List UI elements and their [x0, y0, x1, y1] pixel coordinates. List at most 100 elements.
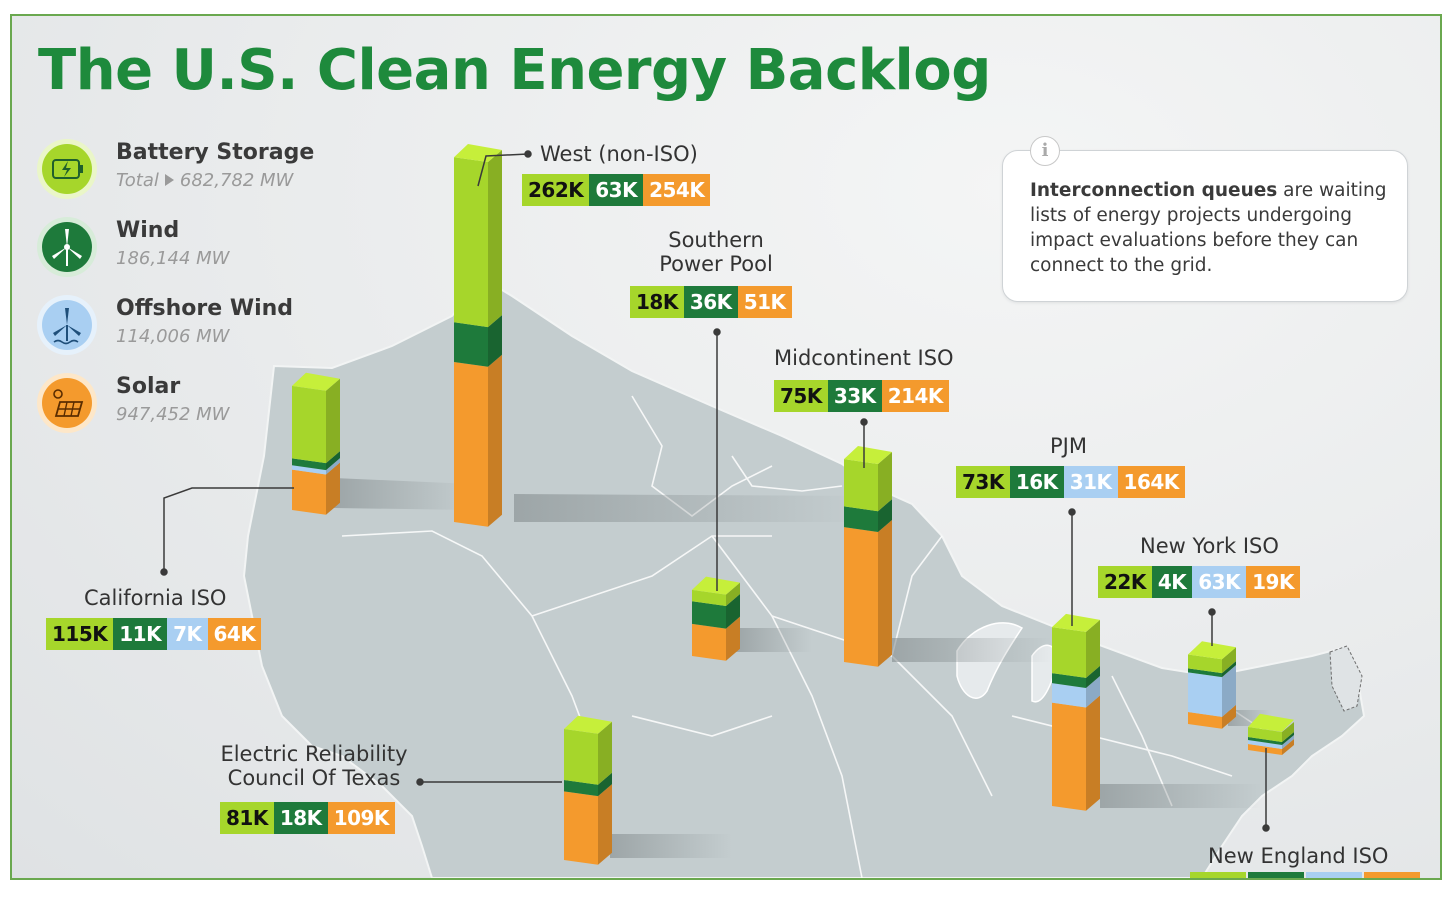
page-title: The U.S. Clean Energy Backlog — [38, 38, 991, 103]
caiso-battery: 115K — [46, 618, 114, 650]
pjm-battery: 73K — [956, 466, 1010, 498]
west-bar-wind-front — [454, 322, 488, 367]
ercot-bar-solar-front — [564, 791, 598, 865]
caiso-bar-wind-side — [326, 451, 340, 471]
pjm-offshore: 31K — [1063, 466, 1118, 498]
west-solar: 254K — [643, 174, 711, 206]
west-battery: 262K — [522, 174, 590, 206]
region-caiso-values: 115K 11K 7K 64K — [46, 618, 262, 650]
spp-bar-battery-side — [726, 582, 740, 606]
pjm-bar-battery-side — [1086, 619, 1100, 678]
legend-offshore-name: Offshore Wind — [116, 296, 294, 321]
state-borders — [341, 395, 1273, 878]
legend-battery-total-value: 682,782 MW — [179, 170, 294, 191]
miso-bar-top — [844, 445, 892, 464]
ercot-name-line1: Electric Reliability — [220, 742, 408, 766]
legend-offshore-wind: Offshore Wind 114,006 MW — [36, 294, 366, 364]
miso-wind: 33K — [827, 380, 882, 412]
legend-battery-name: Battery Storage — [116, 140, 315, 165]
solar-panel-icon — [36, 372, 98, 434]
ercot-solar: 109K — [327, 802, 395, 834]
region-nyiso-label: New York ISO — [1140, 534, 1279, 558]
isone-solar-swatch — [1364, 872, 1420, 878]
bar-shadows — [334, 478, 1272, 858]
miso-battery: 75K — [774, 380, 828, 412]
isone-bar-top — [1248, 713, 1294, 732]
legend-wind-total: 186,144 MW — [116, 248, 230, 269]
region-pjm-values: 73K 16K 31K 164K — [956, 466, 1185, 498]
caiso-solar: 64K — [207, 618, 262, 650]
legend-battery: Battery Storage Total 682,782 MW — [36, 138, 366, 208]
spp-solar: 51K — [737, 286, 792, 318]
isone-values-strip — [1190, 872, 1422, 878]
region-spp-values: 18K 36K 51K — [630, 286, 792, 318]
ercot-bar-top — [564, 715, 612, 734]
spp-bar-wind-side — [726, 593, 740, 629]
nyiso-solar: 19K — [1246, 566, 1300, 598]
miso-bar-solar-front — [844, 527, 878, 667]
spp-bar-battery-front — [692, 589, 726, 606]
region-isone-label: New England ISO — [1208, 844, 1389, 868]
caiso-bar-top — [292, 372, 340, 391]
nyiso-bar-wind-side — [1222, 661, 1236, 678]
maine-region — [1329, 645, 1363, 712]
west-wind: 63K — [589, 174, 644, 206]
caiso-offshore: 7K — [167, 618, 208, 650]
pjm-bar-solar-front — [1052, 702, 1086, 811]
nyiso-bar-battery-front — [1188, 654, 1222, 674]
spp-bar-solar-front — [692, 623, 726, 661]
isone-bar-offshore-front — [1248, 740, 1282, 749]
offshore-wind-icon — [36, 294, 98, 356]
spp-bar-top — [692, 576, 740, 595]
pjm-bar-wind-side — [1086, 665, 1100, 688]
pjm-bar-offshore-front — [1052, 683, 1086, 708]
isone-bar-solar-front — [1248, 744, 1282, 755]
west-bar-wind-side — [488, 315, 502, 367]
play-arrow-icon — [164, 174, 174, 186]
caiso-bar-offshore-side — [326, 458, 340, 475]
info-icon: i — [1030, 136, 1060, 166]
battery-icon — [36, 138, 98, 200]
nyiso-battery: 22K — [1098, 566, 1152, 598]
miso-bar-wind-side — [878, 499, 892, 532]
isone-bar-wind-side — [1282, 732, 1294, 745]
ercot-wind: 18K — [273, 802, 328, 834]
miso-bar-wind-front — [844, 506, 878, 532]
legend-offshore-total: 114,006 MW — [116, 326, 230, 347]
isone-bar-battery-front — [1248, 727, 1282, 742]
west-bar-solar-front — [454, 361, 488, 527]
miso-solar: 214K — [881, 380, 949, 412]
legend-wind: Wind 186,144 MW — [36, 216, 366, 286]
isone-offshore-swatch — [1306, 872, 1362, 878]
us-map — [160, 144, 1366, 878]
spp-name-line2: Power Pool — [659, 252, 773, 276]
ercot-bar-solar-side — [598, 784, 612, 865]
region-miso-values: 75K 33K 214K — [774, 380, 949, 412]
isone-bar-wind-front — [1248, 737, 1282, 745]
caiso-bar-solar-front — [292, 469, 326, 515]
info-rest: are waiting lists of energy projects und… — [1030, 180, 1387, 276]
pjm-wind: 16K — [1009, 466, 1064, 498]
info-text: Interconnection queues are waiting lists… — [1030, 178, 1400, 278]
legend-solar-total: 947,452 MW — [116, 404, 230, 425]
pjm-bar-wind-front — [1052, 673, 1086, 688]
pjm-bar-solar-side — [1086, 695, 1100, 811]
spp-name-line1: Southern — [668, 228, 764, 252]
legend-wind-name: Wind — [116, 218, 180, 243]
spp-battery: 18K — [630, 286, 684, 318]
wind-turbine-icon — [36, 216, 98, 278]
caiso-bar-offshore-front — [292, 465, 326, 475]
ercot-bar-wind-side — [598, 772, 612, 797]
ercot-battery: 81K — [220, 802, 274, 834]
region-west-label: West (non-ISO) — [540, 142, 698, 166]
infographic-frame: The U.S. Clean Energy Backlog Battery St… — [10, 14, 1442, 880]
ercot-bar-battery-front — [564, 728, 598, 785]
miso-bar-battery-front — [844, 459, 878, 512]
west-bar-battery-side — [488, 150, 502, 328]
pjm-bar-offshore-side — [1086, 675, 1100, 708]
legend-solar-name: Solar — [116, 374, 181, 399]
ercot-name-line2: Council Of Texas — [227, 766, 401, 790]
isone-bar-offshore-side — [1282, 735, 1294, 749]
region-bars — [292, 144, 1294, 865]
isone-battery-swatch — [1190, 872, 1246, 878]
